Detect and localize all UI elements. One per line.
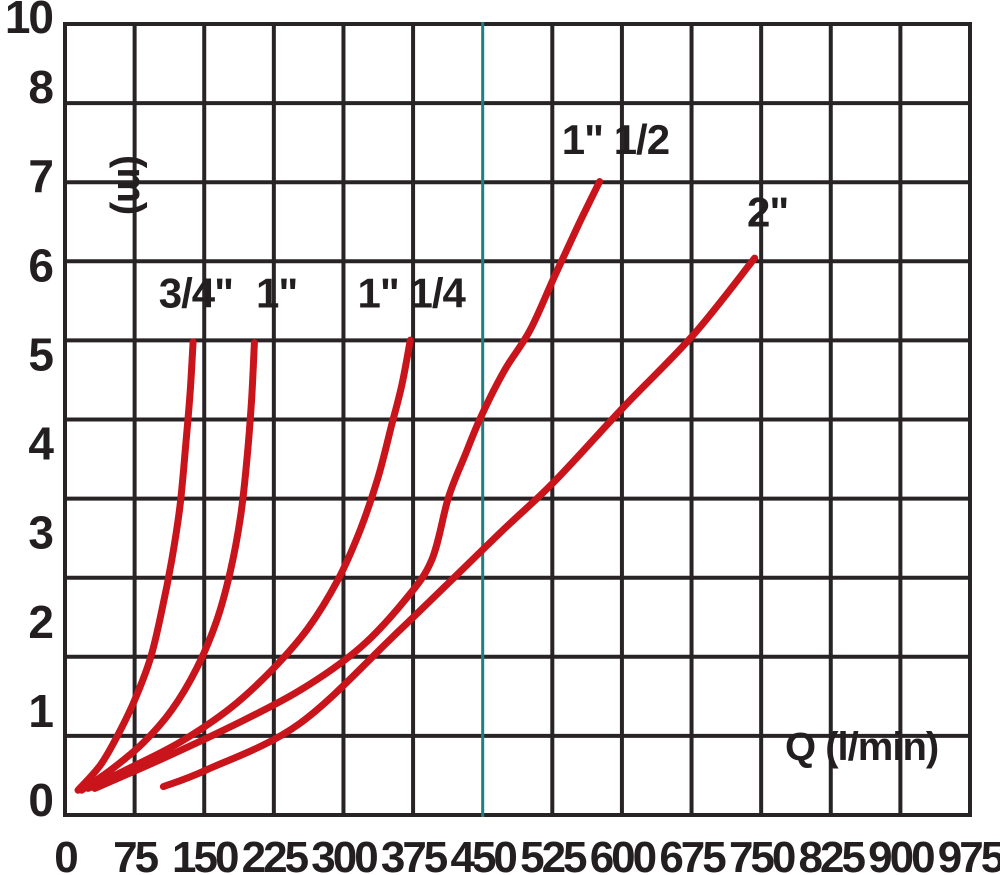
x-axis-tick-label-750: 750	[729, 833, 795, 875]
x-axis-tick-label-900: 900	[868, 833, 934, 875]
y-axis-tick-label-6: 6	[28, 239, 52, 291]
y-axis-tick-label-10: 10	[5, 0, 53, 43]
y-axis-tick-label-1: 1	[28, 685, 53, 737]
x-axis-tick-label-300: 300	[311, 833, 377, 875]
x-axis-tick-label-675: 675	[659, 833, 726, 875]
curve-label-1in: 1"	[256, 269, 297, 316]
curve-label-1-1-2in: 1" 1/2	[562, 116, 669, 163]
y-axis-tick-label-5: 5	[28, 328, 53, 380]
y-axis-tick-label-8: 8	[28, 61, 53, 113]
x-axis-tick-label-150: 150	[172, 833, 238, 875]
y-axis-tick-label-7: 7	[28, 150, 52, 202]
x-axis-tick-label-0: 0	[54, 833, 77, 875]
x-axis-tick-label-375: 375	[381, 833, 448, 875]
curve-label-3-4in: 3/4"	[159, 269, 233, 316]
x-axis-tick-label-525: 525	[520, 833, 587, 875]
curve-2in	[159, 254, 759, 791]
y-axis-tick-label-2: 2	[28, 596, 52, 648]
curve-1-1-2in	[91, 178, 604, 792]
x-axis-tick-label-975: 975	[938, 833, 1000, 875]
curve-1-1-4in	[84, 336, 414, 792]
x-axis-unit-label: Q (l/min)	[785, 725, 938, 769]
x-axis-tick-label-600: 600	[590, 833, 656, 875]
curve-1in	[78, 339, 258, 794]
y-axis-unit-label: (m)	[109, 155, 153, 214]
curve-3-4in	[74, 338, 197, 794]
x-axis-tick-label-825: 825	[799, 833, 866, 875]
y-axis-tick-label-0: 0	[28, 774, 52, 826]
x-axis-tick-label-450: 450	[450, 833, 516, 875]
y-axis-tick-label-3: 3	[28, 507, 52, 559]
curve-label-2in: 2"	[747, 188, 788, 235]
curve-label-1-1-4in: 1" 1/4	[358, 269, 467, 316]
x-axis-tick-label-75: 75	[113, 833, 158, 875]
y-axis-tick-label-4: 4	[28, 418, 54, 470]
x-axis-tick-label-225: 225	[242, 833, 309, 875]
